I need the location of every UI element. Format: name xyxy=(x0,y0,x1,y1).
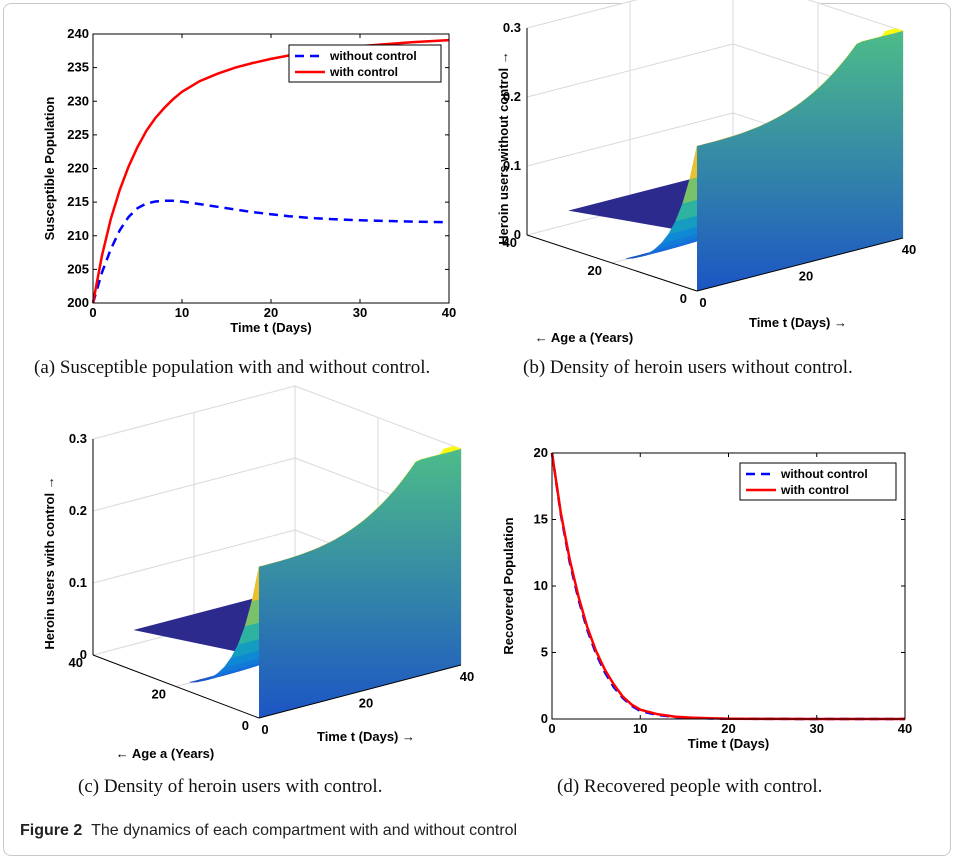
figure-label: Figure 2 xyxy=(20,822,83,839)
age-tick-label: 40 xyxy=(503,235,517,250)
figure-frame xyxy=(3,3,951,856)
surface-patch xyxy=(448,446,462,451)
z-tick-label: 0 xyxy=(514,227,521,242)
y-tick-label: 0 xyxy=(541,711,548,726)
figure-caption: Figure 2 The dynamics of each compartmen… xyxy=(20,822,517,840)
caption-b: (b) Density of heroin users without cont… xyxy=(523,357,853,378)
y-axis-label: Recovered Population xyxy=(501,517,516,654)
time-tick-label: 20 xyxy=(799,269,813,284)
z-axis-label: Heroin users without control → xyxy=(496,51,511,245)
time-axis xyxy=(696,237,904,292)
y-tick-label: 225 xyxy=(67,127,89,142)
z-tick-label: 0.3 xyxy=(503,20,521,35)
x-tick-label: 40 xyxy=(442,305,456,320)
z-axis-label: Heroin users with control → xyxy=(42,476,57,649)
legend-label: without control xyxy=(780,467,868,481)
z-tick-label: 0.2 xyxy=(69,503,87,518)
age-tick-label: 40 xyxy=(69,655,83,670)
time-axis-label: Time t (Days) → xyxy=(317,729,415,744)
time-tick-label: 40 xyxy=(460,669,474,684)
x-tick-label: 20 xyxy=(264,305,278,320)
time-axis xyxy=(258,664,462,719)
legend-label: without control xyxy=(329,49,417,63)
x-tick-label: 30 xyxy=(810,721,824,736)
time-tick-label: 20 xyxy=(359,696,373,711)
legend-label: with control xyxy=(329,65,398,79)
age-axis xyxy=(526,234,698,292)
time-tick-label: 40 xyxy=(902,242,916,257)
age-axis-label: ← Age a (Years) xyxy=(535,330,634,345)
time-tick-label: 0 xyxy=(261,722,268,737)
age-tick-label: 0 xyxy=(680,291,687,306)
y-tick-label: 200 xyxy=(67,295,89,310)
caption-c: (c) Density of heroin users with control… xyxy=(78,776,383,797)
surface-patch xyxy=(889,28,905,33)
x-tick-label: 30 xyxy=(353,305,367,320)
age-axis-label: ← Age a (Years) xyxy=(116,746,215,761)
y-tick-label: 15 xyxy=(534,512,548,527)
age-axis xyxy=(92,654,260,719)
legend-box xyxy=(739,462,897,501)
time-tick-label: 0 xyxy=(699,295,706,310)
caption-d: (d) Recovered people with control. xyxy=(557,776,823,797)
surface-front-face xyxy=(259,449,461,718)
x-tick-label: 10 xyxy=(175,305,189,320)
x-tick-label: 0 xyxy=(89,305,96,320)
z-tick-label: 0.1 xyxy=(69,575,87,590)
y-tick-label: 240 xyxy=(67,26,89,41)
x-axis-label: Time t (Days) xyxy=(230,320,311,335)
age-tick-label: 0 xyxy=(242,718,249,733)
y-tick-label: 220 xyxy=(67,161,89,176)
caption-a: (a) Susceptible population with and with… xyxy=(34,357,431,378)
z-tick-label: 0.2 xyxy=(503,89,521,104)
series-line-without-control xyxy=(91,199,450,304)
surface-front-face xyxy=(697,31,903,291)
legend-box xyxy=(288,44,442,83)
y-tick-label: 20 xyxy=(534,445,548,460)
chart-susceptible-population: 0 10 20 30 40 200 205 210 215 220 225 230 235 240 Time… xyxy=(42,26,456,335)
figure-caption-text: The dynamics of each compartment with an… xyxy=(91,822,518,839)
legend-label: with control xyxy=(780,483,849,497)
z-tick-label: 0 xyxy=(80,647,87,662)
x-axis-label: Time t (Days) xyxy=(688,736,769,751)
z-tick-label: 0.1 xyxy=(503,158,521,173)
z-tick-label: 0.3 xyxy=(69,431,87,446)
y-axis-label: Susceptible Population xyxy=(42,97,57,241)
x-tick-label: 20 xyxy=(721,721,735,736)
time-axis-label: Time t (Days) → xyxy=(749,315,847,330)
y-tick-label: 5 xyxy=(541,645,548,660)
y-tick-label: 230 xyxy=(67,93,89,108)
y-tick-label: 210 xyxy=(67,228,89,243)
x-tick-label: 0 xyxy=(548,721,555,736)
x-tick-label: 10 xyxy=(633,721,647,736)
age-tick-label: 20 xyxy=(588,263,602,278)
y-tick-label: 10 xyxy=(534,578,548,593)
y-tick-label: 215 xyxy=(67,194,89,209)
age-tick-label: 20 xyxy=(152,687,166,702)
x-tick-label: 40 xyxy=(898,721,912,736)
y-tick-label: 205 xyxy=(67,261,89,276)
y-tick-label: 235 xyxy=(67,60,89,75)
